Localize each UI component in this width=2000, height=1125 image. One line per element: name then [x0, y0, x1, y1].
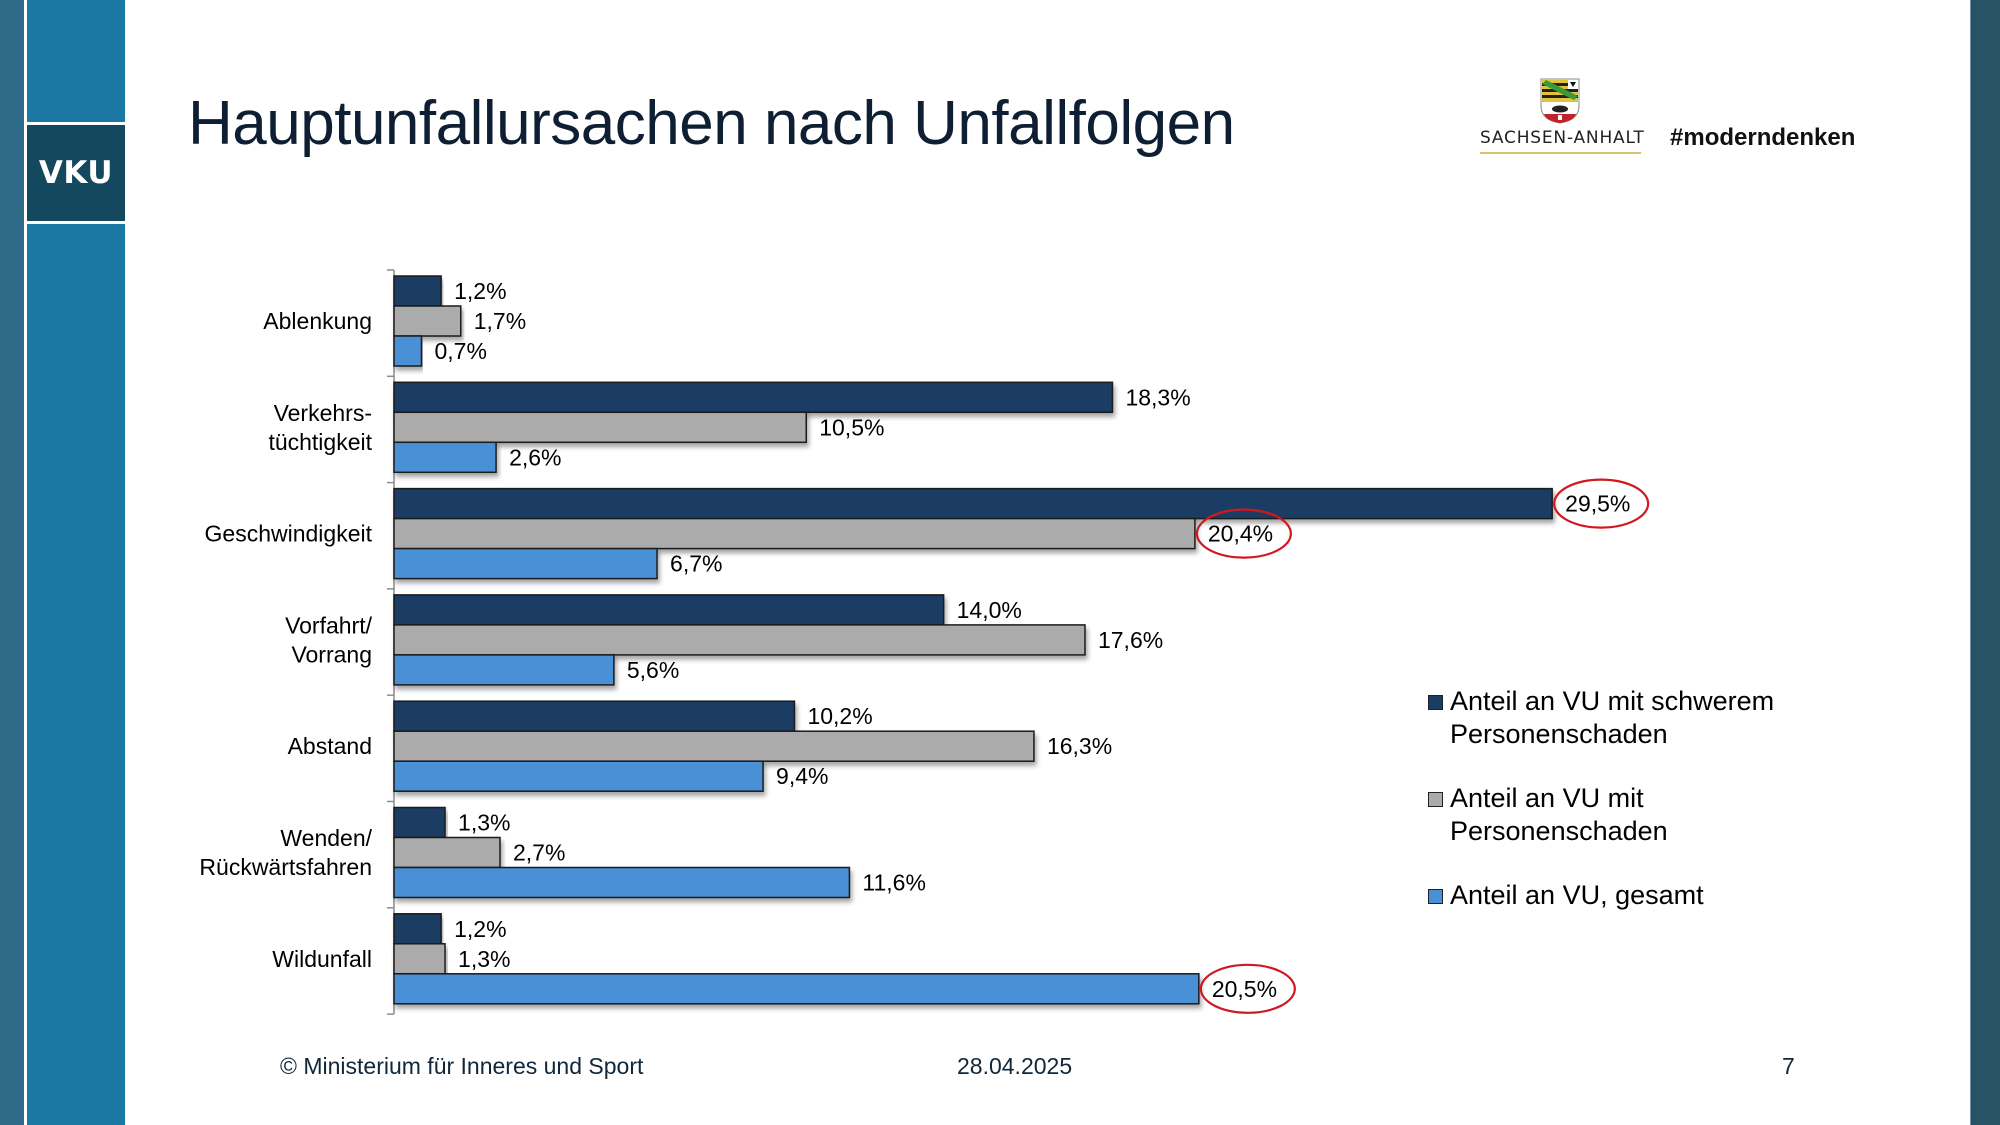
bar-total: [393, 654, 615, 686]
data-label: 2,7%: [513, 840, 565, 866]
bar-injury: [393, 517, 1196, 550]
bar-injury: [393, 411, 807, 444]
highlight-circle: [1199, 963, 1296, 1014]
category-label: Wildunfall: [272, 946, 372, 972]
bar-total: [393, 866, 851, 899]
legend-item-severe-injury: Anteil an VU mit schwerem Personenschade…: [1428, 685, 1848, 751]
data-label: 20,4%: [1208, 521, 1273, 547]
data-label: 1,3%: [458, 946, 510, 972]
brand-label-vku: VKU: [27, 122, 125, 224]
data-label: 1,2%: [454, 278, 506, 304]
bar-total: [393, 441, 497, 474]
footer-page-number: 7: [1782, 1053, 1795, 1079]
category-label: Wenden/Rückwärtsfahren: [199, 825, 372, 880]
hashtag-moderndenken: #moderndenken: [1670, 124, 1856, 151]
highlight-circle: [1553, 478, 1650, 529]
legend-swatch-severe-injury: [1428, 695, 1443, 710]
data-label: 9,4%: [776, 763, 828, 789]
coat-of-arms-icon: [1540, 78, 1580, 124]
data-label: 6,7%: [670, 551, 722, 577]
data-label: 18,3%: [1125, 384, 1190, 410]
legend-item-total: Anteil an VU, gesamt: [1428, 879, 1848, 912]
legend-swatch-injury: [1428, 792, 1443, 807]
data-label: 0,7%: [434, 338, 486, 364]
data-label: 10,2%: [807, 703, 872, 729]
logo-text: SACHSEN-ANHALT: [1480, 128, 1645, 148]
data-label: 1,3%: [458, 810, 510, 836]
bar-injury: [393, 730, 1035, 762]
bar-severe-injury: [393, 487, 1553, 520]
data-label: 11,6%: [862, 870, 926, 896]
data-label: 16,3%: [1047, 733, 1112, 759]
category-label: Geschwindigkeit: [205, 521, 373, 547]
data-label: 5,6%: [627, 657, 679, 683]
bar-severe-injury: [393, 806, 446, 839]
page-title: Hauptunfallursachen nach Unfallfolgen: [188, 89, 1235, 158]
bar-severe-injury: [393, 275, 442, 307]
bar-severe-injury: [393, 381, 1114, 414]
chart-legend: Anteil an VU mit schwerem Personenschade…: [1428, 685, 1848, 943]
bar-total: [393, 335, 423, 367]
data-label: 10,5%: [819, 414, 884, 440]
footer-date: 28.04.2025: [957, 1053, 1073, 1079]
highlight-circle: [1195, 508, 1293, 559]
data-label: 14,0%: [957, 597, 1022, 623]
bar-injury: [393, 624, 1086, 656]
bar-injury: [393, 305, 462, 337]
legend-label: Anteil an VU mit schwerem Personenschade…: [1450, 686, 1775, 749]
data-label: 20,5%: [1212, 976, 1277, 1002]
category-label: Verkehrs-tüchtigkeit: [268, 400, 372, 455]
bar-total: [393, 760, 764, 792]
category-label: Abstand: [288, 733, 372, 759]
logo-underline: [1480, 152, 1641, 154]
left-decor-strip: [0, 0, 24, 1125]
bar-injury: [393, 836, 501, 869]
data-label: 2,6%: [509, 444, 561, 470]
bar-total: [393, 547, 658, 580]
category-label: Ablenkung: [263, 308, 372, 334]
left-strip-separator: [24, 0, 27, 1125]
bar-total: [393, 973, 1200, 1005]
data-label: 1,7%: [474, 308, 526, 334]
legend-label: Anteil an VU mit Personenschaden: [1450, 783, 1668, 846]
bar-severe-injury: [393, 700, 796, 732]
right-decor-strip: [1970, 0, 2000, 1125]
legend-item-injury: Anteil an VU mit Personenschaden: [1428, 782, 1848, 848]
bar-injury: [393, 943, 446, 975]
legend-swatch-total: [1428, 889, 1443, 904]
data-label: 1,2%: [454, 916, 506, 942]
data-label: 17,6%: [1098, 627, 1163, 653]
legend-label: Anteil an VU, gesamt: [1450, 880, 1704, 910]
footer-copyright: © Ministerium für Inneres und Sport: [280, 1053, 644, 1079]
category-label: Vorfahrt/Vorrang: [285, 612, 373, 667]
sachsen-anhalt-logo: SACHSEN-ANHALT: [1478, 76, 1645, 158]
bar-severe-injury: [393, 913, 442, 945]
bar-severe-injury: [393, 594, 945, 626]
data-label: 29,5%: [1565, 491, 1630, 517]
